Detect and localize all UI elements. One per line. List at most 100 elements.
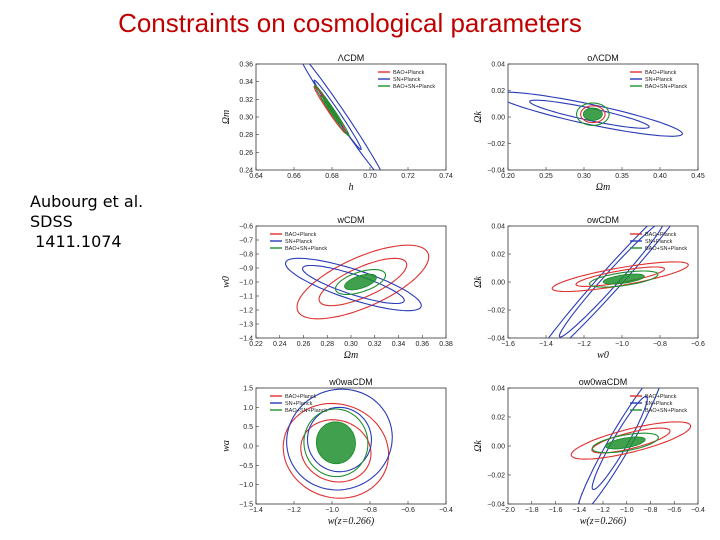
y-tick-label: −1.0 (239, 482, 253, 489)
contour-combined (315, 421, 356, 465)
panel-ow0wacdm: ow0waCDM −2.0 −1.8 −1.6 −1.4 −1.2 −1.0 −0.8 −0.6… (472, 376, 712, 528)
legend-label-sn: SN+Planck (645, 239, 673, 245)
y-axis-label: Ωk (473, 276, 484, 288)
contour-sn (302, 64, 382, 170)
y-tick-label: 0.34 (239, 79, 253, 86)
y-tick-label: −0.7 (239, 238, 253, 245)
contour-bao (570, 421, 692, 460)
y-tick-label: 0.02 (491, 88, 505, 95)
x-tick-label: 0.35 (615, 173, 629, 180)
x-axis-label: Ωm (596, 182, 610, 193)
chart-lcdm: ΛCDM 0.64 0.66 0.68 0.70 0.72 0.74 0.36 0.34 0.32… (221, 53, 453, 193)
contour-combined (582, 107, 603, 121)
x-axis-label: w0 (597, 350, 609, 361)
x-tick-label: −1.0 (615, 341, 629, 348)
legend-label-combined: BAO+SN+Planck (645, 84, 687, 90)
contour-group (284, 244, 430, 320)
chart-wcdm: wCDM 0.22 0.24 0.26 0.28 0.30 0.32 0.34 0.36 0.38… (221, 215, 453, 361)
y-axis-label: Ωk (473, 440, 484, 452)
y-tick-label: 0.24 (239, 168, 253, 175)
y-tick-label: 0.30 (239, 115, 253, 122)
y-tick-label: −0.04 (487, 168, 505, 175)
chart-w0wacdm: w0waCDM −1.4 −1.2 −1.0 −0.8 −0.6 −0.4 1.5 1.0 0.5… (221, 377, 453, 527)
contour-combined (575, 102, 610, 126)
x-tick-label: −0.6 (401, 507, 415, 514)
x-tick-label: −0.6 (691, 341, 705, 348)
x-tick-label: 0.68 (325, 173, 339, 180)
y-tick-label: −0.5 (239, 463, 253, 470)
x-axis-label: w(z=0.266) (580, 516, 627, 527)
legend-label-sn: SN+Planck (285, 239, 313, 245)
y-tick-label: −1.0 (239, 280, 253, 287)
contour-combined (588, 270, 659, 288)
legend-label-bao: BAO+Planck (285, 394, 317, 400)
contour-sn (286, 388, 393, 491)
x-tick-label: −1.6 (549, 507, 563, 514)
y-tick-label: −1.4 (239, 336, 253, 343)
x-axis-label: h (349, 182, 354, 193)
panel-lcdm: ΛCDM 0.64 0.66 0.68 0.70 0.72 0.74 0.36 0.34 0.32… (220, 52, 460, 194)
y-tick-label: 0.04 (491, 224, 505, 231)
legend-label-combined: BAO+SN+Planck (645, 408, 687, 414)
contour-sn (508, 91, 683, 137)
y-axis-label: Ωk (473, 111, 484, 123)
x-tick-label: 0.22 (249, 341, 263, 348)
legend-label-bao: BAO+Planck (645, 394, 677, 400)
y-tick-label: 0.02 (491, 252, 505, 259)
y-tick-label: 0.00 (491, 115, 505, 122)
panel-title: w0waCDM (328, 377, 373, 387)
y-tick-label: 0.00 (491, 444, 505, 451)
x-tick-label: 0.34 (392, 341, 406, 348)
legend-label-bao: BAO+Planck (393, 70, 425, 76)
y-tick-label: −0.9 (239, 266, 253, 273)
legend-label-combined: BAO+SN+Planck (285, 408, 327, 414)
x-tick-label: −0.8 (653, 341, 667, 348)
x-tick-label: −0.8 (363, 507, 377, 514)
panel-owcdm: owCDM −1.6 −1.4 −1.2 −1.0 −0.8 −0.6 0.04 0.02 0.0… (472, 214, 712, 362)
y-tick-label: 0.28 (239, 132, 253, 139)
legend-label-bao: BAO+Planck (645, 70, 677, 76)
panel-title: oΛCDM (587, 53, 619, 63)
y-tick-label: −0.02 (487, 473, 505, 480)
x-tick-label: 0.66 (287, 173, 301, 180)
contour-sn (284, 257, 422, 312)
y-tick-label: 0.5 (243, 424, 253, 431)
x-tick-label: 0.72 (401, 173, 415, 180)
contour-combined (605, 436, 646, 450)
x-tick-label: −0.4 (691, 507, 705, 514)
contour-bao (580, 105, 606, 124)
x-axis-label: Ωm (344, 350, 358, 361)
panel-wcdm: wCDM 0.22 0.24 0.26 0.28 0.30 0.32 0.34 0.36 0.38… (220, 214, 460, 362)
x-tick-label: 0.38 (439, 341, 453, 348)
y-tick-label: 0.00 (491, 280, 505, 287)
y-tick-label: 0.04 (491, 62, 505, 69)
x-tick-label: 0.40 (653, 173, 667, 180)
contour-combined (334, 269, 387, 295)
contour-sn (529, 99, 650, 129)
y-tick-label: −1.3 (239, 322, 253, 329)
contour-combined (303, 408, 369, 478)
contour-combined (602, 273, 645, 285)
y-tick-label: −1.2 (239, 308, 253, 315)
contour-group (508, 91, 683, 137)
x-tick-label: −1.4 (249, 507, 263, 514)
x-tick-label: 0.28 (320, 341, 334, 348)
x-tick-label: −1.4 (572, 507, 586, 514)
legend-label-combined: BAO+SN+Planck (393, 84, 435, 90)
legend-label-sn: SN+Planck (645, 77, 673, 83)
contour-bao (296, 244, 430, 320)
y-tick-label: −0.02 (487, 141, 505, 148)
x-tick-label: 0.30 (577, 173, 591, 180)
y-tick-label: −0.04 (487, 502, 505, 509)
x-tick-label: −1.2 (577, 341, 591, 348)
legend-label-combined: BAO+SN+Planck (285, 246, 327, 252)
panel-title: owCDM (587, 215, 619, 225)
panel-title: ΛCDM (338, 53, 365, 63)
legend-label-sn: SN+Planck (285, 401, 313, 407)
slide-title: Constraints on cosmological parameters (118, 8, 582, 38)
